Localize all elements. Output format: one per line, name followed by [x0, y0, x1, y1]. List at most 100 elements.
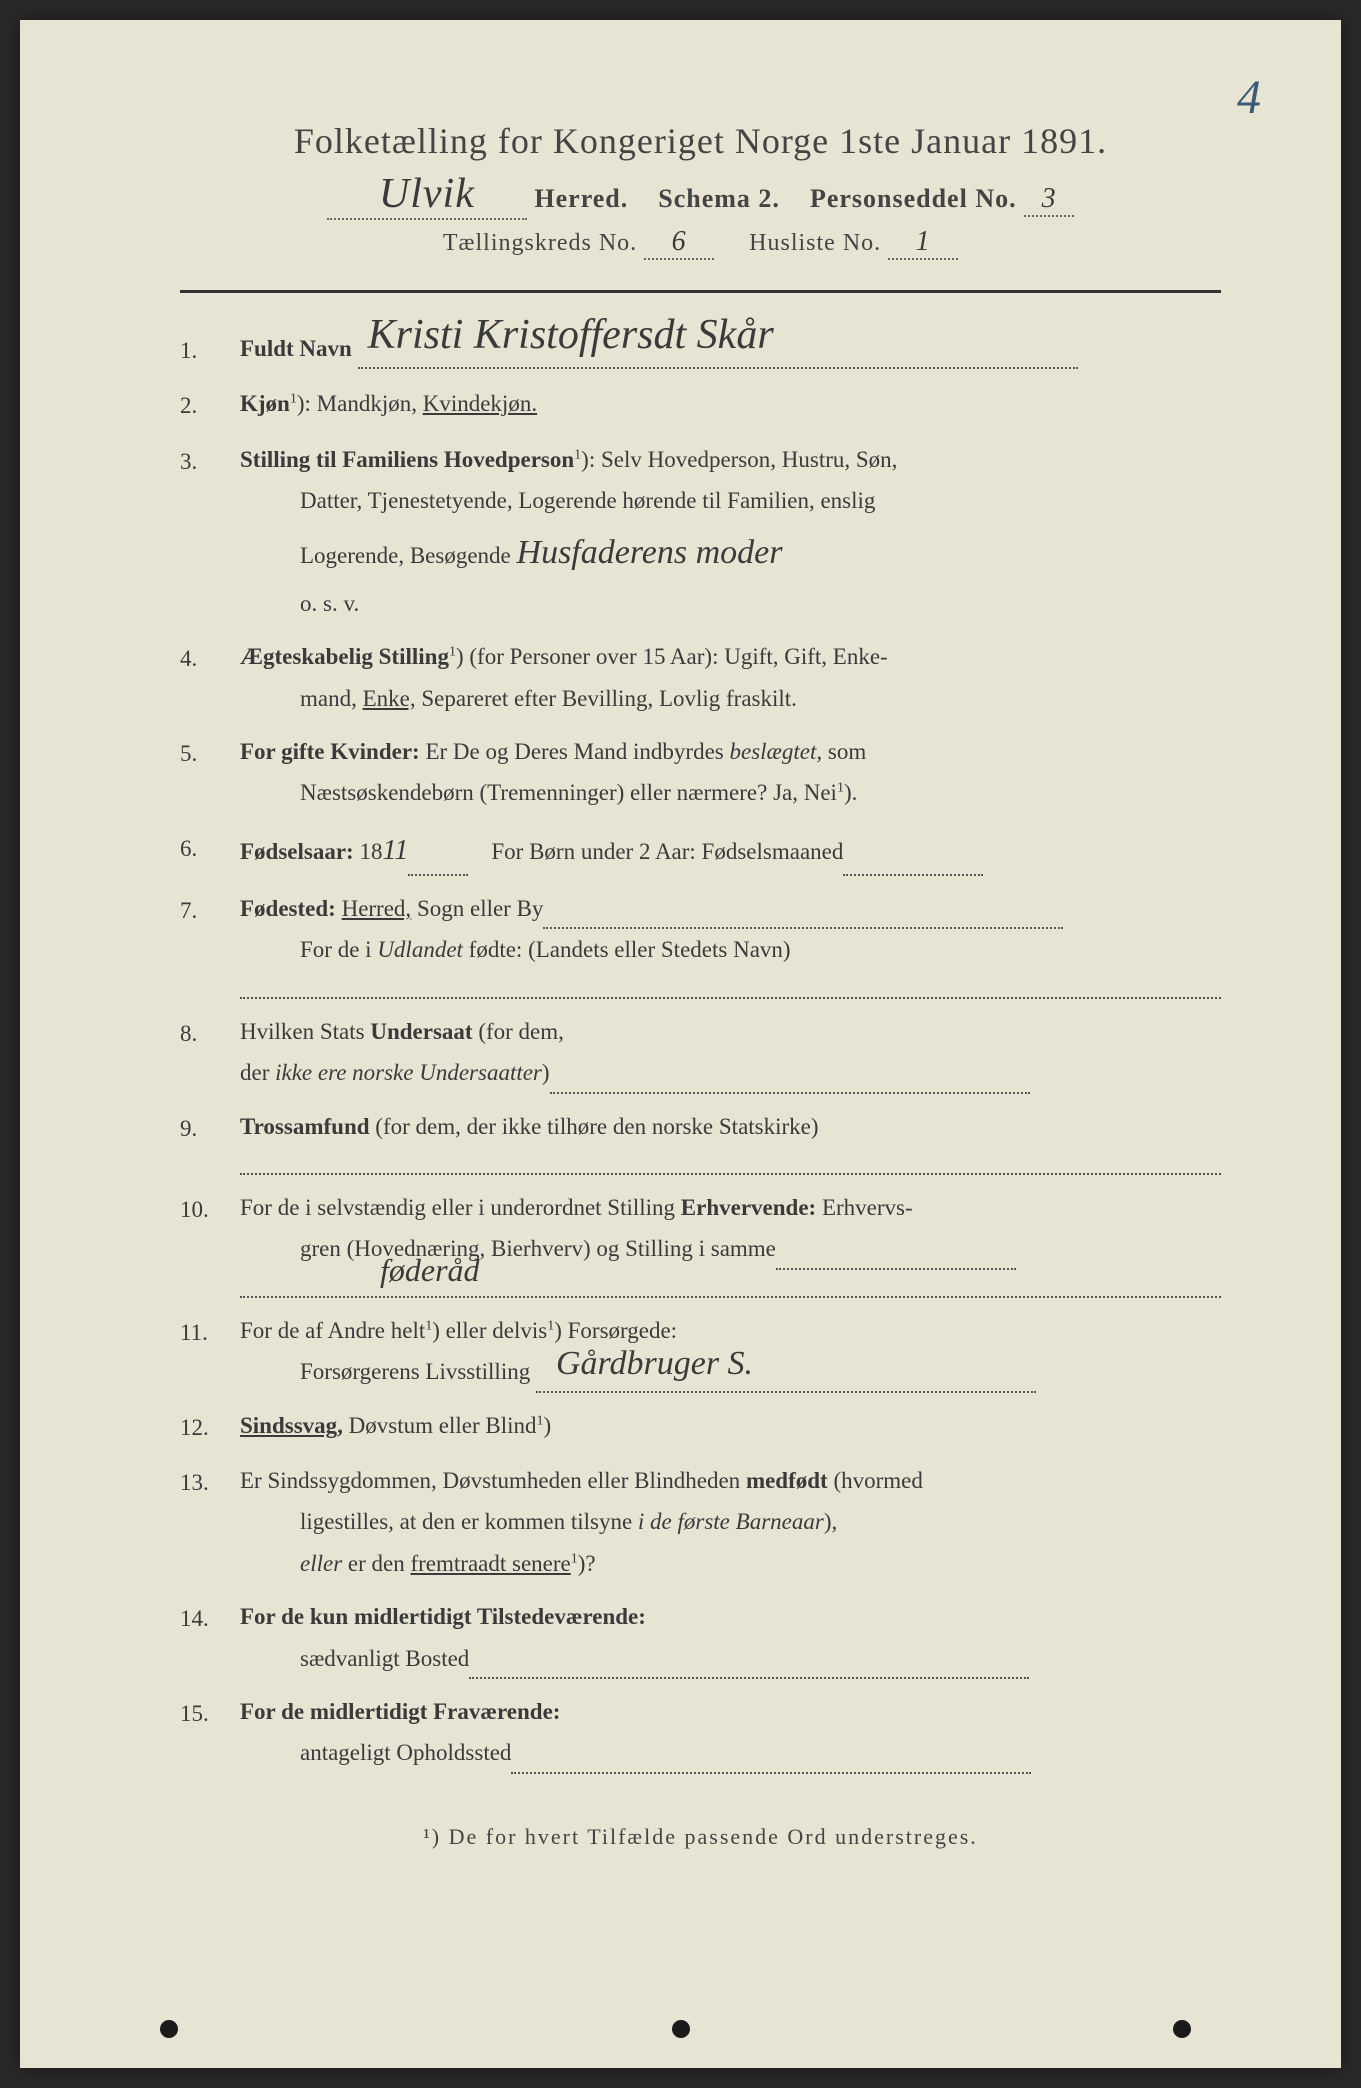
field-text: ), — [824, 1509, 837, 1534]
field-text: Er De og Deres Mand indbyrdes — [420, 739, 730, 764]
dotted-fill-line: føderåd — [240, 1274, 1221, 1298]
field-label: Fuldt Navn — [240, 336, 352, 361]
punch-hole — [672, 2020, 690, 2038]
field-text: Næstsøskendebørn (Tremenninger) eller næ… — [240, 780, 837, 805]
field-text: Døvstum eller Blind — [343, 1413, 537, 1438]
field-num: 4. — [180, 636, 240, 679]
personseddel-label: Personseddel No. — [810, 184, 1017, 213]
dotted-fill-line — [240, 1151, 1221, 1175]
field-text: Separeret efter Bevilling, Lovlig fraski… — [416, 686, 797, 711]
punch-hole — [160, 2020, 178, 2038]
provider-hw: Gårdbruger S. — [556, 1333, 753, 1394]
field-num: 12. — [180, 1405, 240, 1448]
field-label: Fødselsaar: — [240, 839, 354, 864]
field-2: 2. Kjøn1): Mandkjøn, Kvindekjøn. — [180, 383, 1221, 426]
field-num: 11. — [180, 1310, 240, 1353]
field-text: der — [240, 1060, 275, 1085]
field-num: 8. — [180, 1011, 240, 1054]
field-label: For de kun midlertidigt Tilstedeværende: — [240, 1604, 646, 1629]
field-bold: Undersaat — [370, 1019, 472, 1044]
field-7: 7. Fødested: Herred, Sogn eller By For d… — [180, 888, 1221, 999]
field-num: 15. — [180, 1691, 240, 1734]
field-num: 3. — [180, 439, 240, 482]
field-11: 11. For de af Andre helt1) eller delvis1… — [180, 1310, 1221, 1393]
field-9: 9. Trossamfund (for dem, der ikke tilhør… — [180, 1106, 1221, 1175]
field-text: : Selv Hovedperson, Hustru, Søn, — [589, 447, 898, 472]
header-line-2: Ulvik Herred. Schema 2. Personseddel No.… — [180, 170, 1221, 220]
field-text: Hvilken Stats — [240, 1019, 370, 1044]
field-text: For de i selvstændig eller i underordnet… — [240, 1195, 681, 1220]
field-text: fødte: (Landets eller Stedets Navn) — [463, 937, 791, 962]
field-label: Kjøn — [240, 391, 290, 416]
field-text: o. s. v. — [240, 591, 359, 616]
field-label: Fødested: — [240, 896, 336, 921]
field-label: Trossamfund — [240, 1114, 370, 1139]
field-text: som — [822, 739, 866, 764]
field-1: 1. Fuldt Navn Kristi Kristoffersdt Skår — [180, 328, 1221, 371]
field-italic: ikke ere norske Undersaatter — [275, 1060, 542, 1085]
field-num: 5. — [180, 731, 240, 774]
husliste-no: 1 — [916, 226, 931, 257]
taellingskreds-label: Tællingskreds No. — [443, 230, 637, 256]
birthyear-hw: 11 — [382, 835, 408, 866]
field-text: ? — [585, 1551, 595, 1576]
disability-underlined: Sindssvag, — [240, 1413, 343, 1438]
field-text: : Mandkjøn, — [305, 391, 423, 416]
field-italic: eller — [240, 1551, 342, 1576]
field-12: 12. Sindssvag, Døvstum eller Blind1) — [180, 1405, 1221, 1448]
form-title: Folketælling for Kongeriget Norge 1ste J… — [180, 120, 1221, 162]
field-text: (for Personer over 15 Aar): Ugift, Gift,… — [464, 644, 888, 669]
field-15: 15. For de midlertidigt Fraværende: anta… — [180, 1691, 1221, 1774]
field-num: 1. — [180, 328, 240, 371]
field-num: 7. — [180, 888, 240, 931]
form-fields: 1. Fuldt Navn Kristi Kristoffersdt Skår … — [180, 328, 1221, 1774]
field-label: Ægteskabelig Stilling — [240, 644, 449, 669]
field-4: 4. Ægteskabelig Stilling1) (for Personer… — [180, 636, 1221, 719]
corner-page-number: 4 — [1237, 70, 1261, 125]
name-handwritten: Kristi Kristoffersdt Skår — [368, 298, 774, 374]
field-text: ligestilles, at den er kommen tilsyne — [240, 1509, 638, 1534]
field-text: Forsørgerens Livsstilling — [240, 1359, 530, 1384]
field-text: For de i — [240, 937, 377, 962]
field-text: Logerende, Besøgende — [240, 543, 511, 568]
herred-label: Herred. — [534, 184, 628, 213]
taellingskreds-no: 6 — [672, 226, 687, 257]
header-divider — [180, 290, 1221, 293]
field-text: ). — [844, 780, 857, 805]
field-italic: beslægtet, — [729, 739, 822, 764]
field-num: 9. — [180, 1106, 240, 1149]
field-8: 8. Hvilken Stats Undersaat (for dem, der… — [180, 1011, 1221, 1094]
field-13: 13. Er Sindssygdommen, Døvstumheden elle… — [180, 1460, 1221, 1584]
occupation-hw: føderåd — [380, 1242, 480, 1300]
field-3: 3. Stilling til Familiens Hovedperson1):… — [180, 439, 1221, 624]
field-text: Erhvervs- — [816, 1195, 912, 1220]
herred-handwritten: Ulvik — [379, 171, 475, 217]
field-num: 14. — [180, 1596, 240, 1639]
header-line-3: Tællingskreds No. 6 Husliste No. 1 — [180, 226, 1221, 260]
field-italic: i de første Barneaar — [638, 1509, 824, 1534]
field-num: 6. — [180, 826, 240, 869]
schema-label: Schema 2. — [658, 184, 780, 213]
husliste-label: Husliste No. — [749, 230, 881, 256]
marital-underlined: Enke, — [363, 686, 416, 711]
kjon-underlined: Kvindekjøn. — [423, 391, 537, 416]
dotted-fill-line — [240, 975, 1221, 999]
field-label: For gifte Kvinder: — [240, 739, 420, 764]
field-bold: medfødt — [746, 1468, 828, 1493]
field-num: 13. — [180, 1460, 240, 1503]
field-text: Er Sindssygdommen, Døvstumheden eller Bl… — [240, 1468, 746, 1493]
field-10: 10. For de i selvstændig eller i underor… — [180, 1187, 1221, 1298]
field-text: er den — [342, 1551, 410, 1576]
field-text: mand, — [240, 686, 363, 711]
field-text: 18 — [354, 839, 383, 864]
field-text: eller delvis — [440, 1318, 547, 1343]
census-form-page: 4 Folketælling for Kongeriget Norge 1ste… — [20, 20, 1341, 2068]
field-text: gren (Hovednæring, Bierhverv) og Stillin… — [240, 1236, 776, 1261]
field-text: (hvormed — [828, 1468, 923, 1493]
field-text: Datter, Tjenestetyende, Logerende hørend… — [240, 488, 875, 513]
birthplace-underlined: Herred, — [342, 896, 412, 921]
field-14: 14. For de kun midlertidigt Tilstedevære… — [180, 1596, 1221, 1679]
field-num: 10. — [180, 1187, 240, 1230]
field-text: antageligt Opholdssted — [240, 1740, 511, 1765]
field-label: Stilling til Familiens Hovedperson — [240, 447, 574, 472]
